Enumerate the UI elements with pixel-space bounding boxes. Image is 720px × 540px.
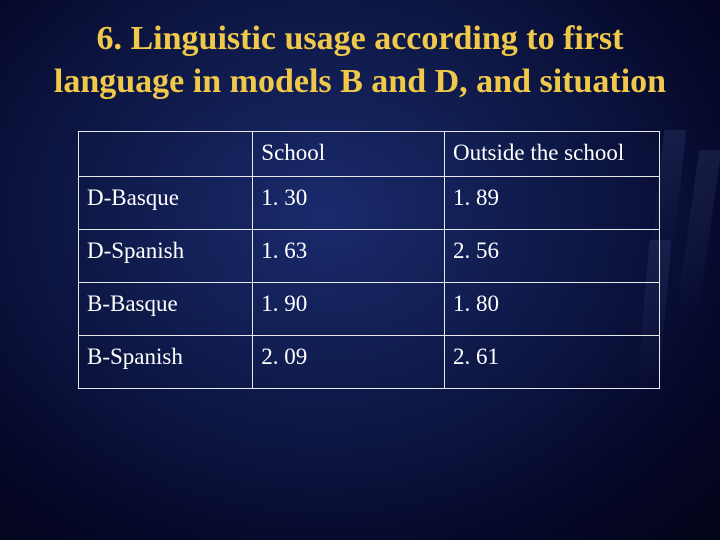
table-cell: 2. 56 — [445, 230, 660, 283]
table-header-row: School Outside the school — [79, 132, 660, 177]
table-row: D-Spanish 1. 63 2. 56 — [79, 230, 660, 283]
table-cell: 1. 63 — [253, 230, 445, 283]
table-header-cell: School — [253, 132, 445, 177]
data-table: School Outside the school D-Basque 1. 30… — [78, 131, 660, 389]
table-cell: 2. 61 — [445, 336, 660, 389]
slide: 6. Linguistic usage according to first l… — [0, 0, 720, 540]
table-row: B-Basque 1. 90 1. 80 — [79, 283, 660, 336]
table-cell: 2. 09 — [253, 336, 445, 389]
table-cell: 1. 89 — [445, 177, 660, 230]
table-row: D-Basque 1. 30 1. 89 — [79, 177, 660, 230]
table-row: B-Spanish 2. 09 2. 61 — [79, 336, 660, 389]
table-cell: D-Spanish — [79, 230, 253, 283]
table-container: School Outside the school D-Basque 1. 30… — [78, 131, 660, 389]
table-header-cell: Outside the school — [445, 132, 660, 177]
table-cell: 1. 30 — [253, 177, 445, 230]
table-cell: 1. 80 — [445, 283, 660, 336]
table-cell: B-Basque — [79, 283, 253, 336]
table-cell: D-Basque — [79, 177, 253, 230]
slide-title: 6. Linguistic usage according to first l… — [50, 18, 670, 103]
table-header-cell — [79, 132, 253, 177]
table-cell: B-Spanish — [79, 336, 253, 389]
table-cell: 1. 90 — [253, 283, 445, 336]
